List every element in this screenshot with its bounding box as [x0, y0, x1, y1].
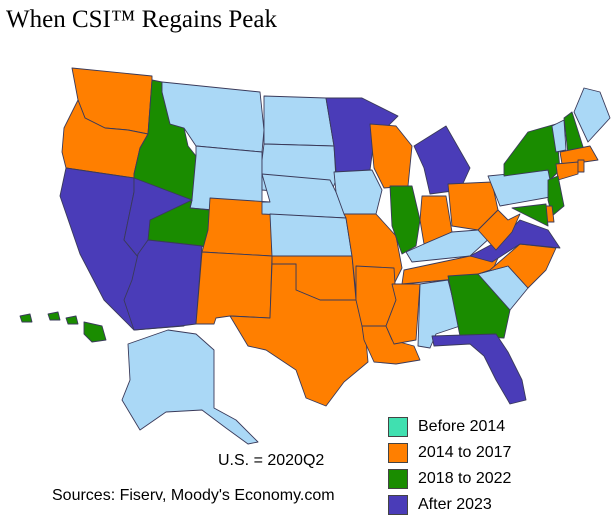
legend: Before 2014 2014 to 2017 2018 to 2022 Af… — [388, 414, 511, 518]
sources-note: Sources: Fiserv, Moody's Economy.com — [52, 487, 335, 504]
legend-swatch — [388, 417, 408, 437]
state-ak — [121, 329, 259, 445]
legend-item-2018-to-2022: 2018 to 2022 — [388, 466, 511, 492]
legend-swatch — [388, 469, 408, 489]
legend-item-before-2014: Before 2014 — [388, 414, 511, 440]
state-wv — [477, 209, 521, 251]
state-fl — [431, 333, 527, 405]
legend-item-2014-to-2017: 2014 to 2017 — [388, 440, 511, 466]
state-co — [201, 197, 273, 257]
state-ct — [555, 161, 579, 181]
state-ri — [577, 159, 585, 173]
legend-label: 2014 to 2017 — [418, 444, 512, 461]
legend-label: Before 2014 — [418, 418, 506, 435]
state-hi — [19, 311, 107, 343]
state-md — [511, 203, 549, 227]
us-peak-note: U.S. = 2020Q2 — [218, 452, 325, 469]
state-il — [389, 185, 421, 255]
state-ia — [333, 169, 383, 215]
state-nd — [263, 95, 335, 147]
legend-swatch — [388, 443, 408, 463]
state-ga — [447, 273, 511, 339]
state-vt — [551, 119, 567, 153]
state-me — [573, 87, 611, 143]
legend-item-after-2023: After 2023 — [388, 492, 511, 518]
state-al — [417, 279, 461, 349]
state-nm — [195, 251, 273, 325]
legend-label: After 2023 — [418, 496, 492, 513]
state-ma — [559, 145, 599, 165]
state-ks — [269, 213, 353, 257]
state-mn — [325, 97, 399, 173]
map-title: When CSI™ Regains Peak — [6, 6, 277, 33]
state-ny — [503, 123, 561, 181]
legend-label: 2018 to 2022 — [418, 470, 512, 487]
state-pa — [487, 169, 557, 207]
legend-swatch — [388, 495, 408, 515]
